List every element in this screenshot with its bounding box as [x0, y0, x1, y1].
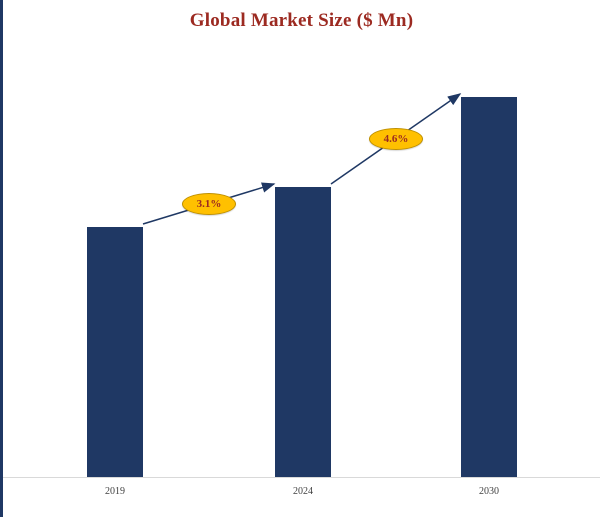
- bar-2030: [461, 97, 517, 477]
- chart-title: Global Market Size ($ Mn): [189, 10, 414, 31]
- growth-badge-2024-2030: 4.6%: [369, 128, 423, 150]
- x-axis-label-2019: 2019: [105, 486, 125, 497]
- bar-2019: [87, 227, 143, 477]
- growth-badge-2019-2024: 3.1%: [182, 193, 236, 215]
- x-axis-line: [3, 477, 600, 478]
- x-axis-label-2024: 2024: [293, 486, 313, 497]
- plot-area: 2019 2024 2030 3.1% 4.6%: [3, 0, 600, 517]
- x-axis-label-2030: 2030: [479, 486, 499, 497]
- bar-2024: [275, 187, 331, 477]
